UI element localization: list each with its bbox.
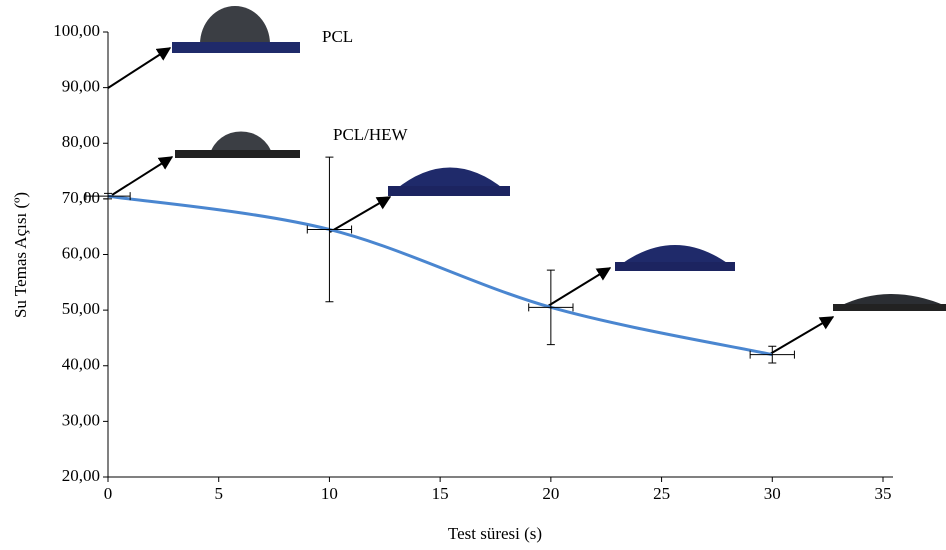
y-tick-label: 100,00 xyxy=(53,21,100,40)
annotation-arrows xyxy=(108,48,833,354)
line-series xyxy=(108,196,772,355)
y-tick-label: 50,00 xyxy=(62,299,100,318)
x-tick-label: 0 xyxy=(104,484,113,503)
y-axis-label: Su Temas Açısı (º) xyxy=(11,192,30,318)
x-tick-label: 25 xyxy=(653,484,670,503)
y-tick-label: 40,00 xyxy=(62,355,100,374)
droplet-images xyxy=(172,6,946,311)
x-tick-label: 5 xyxy=(214,484,223,503)
y-tick-label: 60,00 xyxy=(62,243,100,262)
annotation: PCL/HEW xyxy=(333,125,409,144)
y-tick-label: 90,00 xyxy=(62,77,100,96)
y-tick-label: 30,00 xyxy=(62,410,100,429)
chart: Test süresi (s) Su Temas Açısı (º) PCL P… xyxy=(0,0,946,550)
x-axis-label: Test süresi (s) xyxy=(448,524,542,543)
x-tick-label: 30 xyxy=(764,484,781,503)
y-tick-label: 70,00 xyxy=(62,188,100,207)
annotation: PCL xyxy=(322,27,353,46)
x-tick-label: 35 xyxy=(875,484,892,503)
x-tick-label: 15 xyxy=(432,484,449,503)
y-tick-label: 80,00 xyxy=(62,132,100,151)
x-tick-label: 20 xyxy=(542,484,559,503)
x-tick-label: 10 xyxy=(321,484,338,503)
y-tick-label: 20,00 xyxy=(62,466,100,485)
